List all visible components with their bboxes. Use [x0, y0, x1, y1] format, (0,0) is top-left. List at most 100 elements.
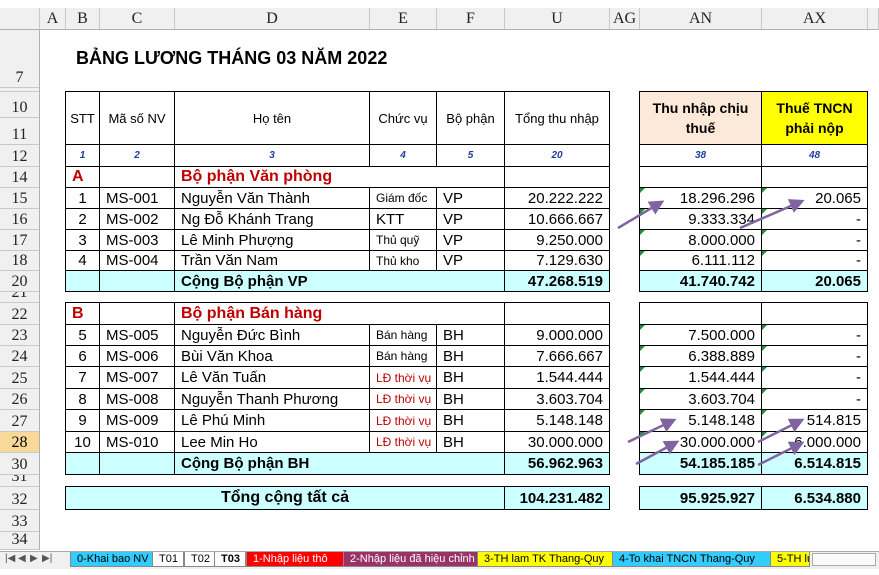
cell-ho-ten[interactable]: Trần Văn Nam: [174, 250, 370, 271]
grand-total-label[interactable]: Tổng cộng tất cả: [65, 486, 505, 510]
cell-ho-ten[interactable]: Nguyễn Văn Thành: [174, 187, 370, 209]
cell-ma-so[interactable]: MS-001: [99, 187, 175, 209]
row-header-12[interactable]: 12: [0, 145, 40, 167]
row-header-32[interactable]: 32: [0, 487, 40, 510]
cell-thue-tncn[interactable]: -: [761, 324, 868, 346]
sheet-tab[interactable]: T01: [152, 552, 184, 567]
cell-bo-phan[interactable]: BH: [436, 345, 505, 367]
empty-cell[interactable]: [761, 166, 868, 188]
row-header-18[interactable]: 18: [0, 251, 40, 271]
column-header-b[interactable]: B: [66, 8, 100, 30]
cell-ho-ten[interactable]: Lê Phú Minh: [174, 409, 370, 432]
cell-bo-phan[interactable]: VP: [436, 208, 505, 230]
cell-tong-thu-nhap[interactable]: 9.000.000: [504, 324, 610, 346]
cell-ma-so[interactable]: MS-010: [99, 431, 175, 453]
empty-cell[interactable]: [504, 166, 610, 188]
cell-bo-phan[interactable]: BH: [436, 409, 505, 432]
row-header-25[interactable]: 25: [0, 367, 40, 389]
section-title[interactable]: Bộ phận Văn phòng: [174, 166, 505, 188]
cell-stt[interactable]: 6: [65, 345, 100, 367]
row-header-14[interactable]: 14: [0, 167, 40, 188]
grand-total-tong[interactable]: 104.231.482: [504, 486, 610, 510]
empty-cell[interactable]: [99, 302, 175, 325]
cell-ho-ten[interactable]: Lee Min Ho: [174, 431, 370, 453]
row-header-30[interactable]: 30: [0, 453, 40, 475]
empty-cell[interactable]: [639, 166, 762, 188]
row-header-16[interactable]: 16: [0, 209, 40, 230]
row-header-15[interactable]: 15: [0, 188, 40, 209]
column-header-e[interactable]: E: [370, 8, 437, 30]
cell-thu-nhap-chiu-thue[interactable]: 7.500.000: [639, 324, 762, 346]
column-header-ag[interactable]: AG: [610, 8, 640, 30]
row-header-34[interactable]: 34: [0, 532, 40, 550]
cell-stt[interactable]: 9: [65, 409, 100, 432]
cell-thue-tncn[interactable]: -: [761, 250, 868, 271]
cell-tong-thu-nhap[interactable]: 9.250.000: [504, 229, 610, 251]
cell-thue-tncn[interactable]: 20.065: [761, 187, 868, 209]
header-number[interactable]: 20: [504, 144, 610, 167]
column-header-a[interactable]: A: [40, 8, 66, 30]
sheet-tab[interactable]: 3-TH lam TK Thang-Quy: [477, 552, 614, 567]
header-bo-phan[interactable]: Bộ phận: [436, 91, 505, 145]
section-letter[interactable]: B: [65, 302, 100, 325]
tab-scroll-icon[interactable]: ▶: [30, 553, 38, 564]
empty-cell[interactable]: [65, 452, 100, 475]
row-header-23[interactable]: 23: [0, 325, 40, 346]
cell-tong-thu-nhap[interactable]: 7.129.630: [504, 250, 610, 271]
row-header-33[interactable]: 33: [0, 510, 40, 532]
cell-thue-tncn[interactable]: -: [761, 208, 868, 230]
cell-ho-ten[interactable]: Bùi Văn Khoa: [174, 345, 370, 367]
cell-ho-ten[interactable]: Lê Văn Tuấn: [174, 366, 370, 389]
cell-thu-nhap-chiu-thue[interactable]: 30.000.000: [639, 431, 762, 453]
header-number[interactable]: 5: [436, 144, 505, 167]
cell-chuc-vu[interactable]: Bán hàng: [369, 324, 437, 346]
sheet-tab[interactable]: 5-TH lư: [770, 552, 810, 567]
header-thue-tncn[interactable]: Thuế TNCN phải nộp: [761, 91, 868, 145]
section-total-label[interactable]: Cộng Bộ phận BH: [174, 452, 505, 475]
cell-ma-so[interactable]: MS-003: [99, 229, 175, 251]
header-number[interactable]: 4: [369, 144, 437, 167]
cell-stt[interactable]: 8: [65, 388, 100, 410]
empty-cell[interactable]: [761, 302, 868, 325]
cell-chuc-vu[interactable]: Thủ quỹ: [369, 229, 437, 251]
cell-chuc-vu[interactable]: LĐ thời vụ: [369, 388, 437, 410]
tab-scroll-icon[interactable]: ◀: [18, 553, 26, 564]
section-total-thue[interactable]: 6.514.815: [761, 452, 868, 475]
cell-tong-thu-nhap[interactable]: 5.148.148: [504, 409, 610, 432]
cell-bo-phan[interactable]: VP: [436, 250, 505, 271]
cell-bo-phan[interactable]: BH: [436, 431, 505, 453]
cell-tong-thu-nhap[interactable]: 10.666.667: [504, 208, 610, 230]
cell-bo-phan[interactable]: BH: [436, 366, 505, 389]
grand-total-chiu-thue[interactable]: 95.925.927: [639, 486, 762, 510]
cell-ho-ten[interactable]: Ng Đỗ Khánh Trang: [174, 208, 370, 230]
row-header-9[interactable]: 9: [0, 88, 40, 92]
cell-stt[interactable]: 4: [65, 250, 100, 271]
cell-tong-thu-nhap[interactable]: 1.544.444: [504, 366, 610, 389]
cell-chuc-vu[interactable]: Bán hàng: [369, 345, 437, 367]
column-header-u[interactable]: U: [505, 8, 610, 30]
cell-thu-nhap-chiu-thue[interactable]: 6.388.889: [639, 345, 762, 367]
section-total-thue[interactable]: 20.065: [761, 270, 868, 292]
cell-tong-thu-nhap[interactable]: 30.000.000: [504, 431, 610, 453]
sheet-tab[interactable]: T03: [214, 552, 246, 567]
cell-ma-so[interactable]: MS-007: [99, 366, 175, 389]
cell-bo-phan[interactable]: BH: [436, 324, 505, 346]
cell-chuc-vu[interactable]: LĐ thời vụ: [369, 431, 437, 453]
cell-tong-thu-nhap[interactable]: 3.603.704: [504, 388, 610, 410]
row-header-31[interactable]: 31: [0, 475, 40, 487]
row-header-21[interactable]: 21: [0, 292, 40, 303]
cell-thu-nhap-chiu-thue[interactable]: 6.111.112: [639, 250, 762, 271]
cell-ho-ten[interactable]: Nguyễn Đức Bình: [174, 324, 370, 346]
section-total-tong[interactable]: 47.268.519: [504, 270, 610, 292]
cell-chuc-vu[interactable]: Thủ kho: [369, 250, 437, 271]
cell-thue-tncn[interactable]: -: [761, 345, 868, 367]
cell-thue-tncn[interactable]: -: [761, 229, 868, 251]
cell-stt[interactable]: 3: [65, 229, 100, 251]
cell-bo-phan[interactable]: BH: [436, 388, 505, 410]
tab-scroll-icon[interactable]: ▶|: [42, 553, 53, 564]
empty-cell[interactable]: [65, 270, 100, 292]
row-header-7[interactable]: 7: [0, 30, 40, 88]
row-header-28[interactable]: 28: [0, 432, 40, 453]
cell-tong-thu-nhap[interactable]: 20.222.222: [504, 187, 610, 209]
header-number[interactable]: 3: [174, 144, 370, 167]
